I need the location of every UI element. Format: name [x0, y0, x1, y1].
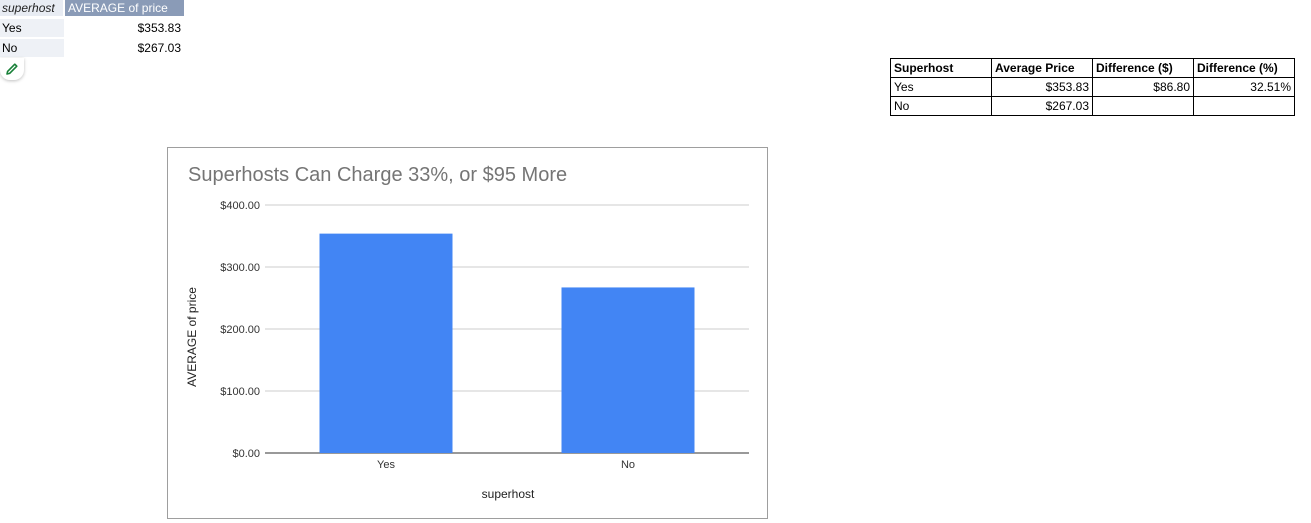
pivot-row-key: No [0, 39, 64, 57]
summary-cell[interactable] [1092, 96, 1194, 116]
summary-cell[interactable]: $267.03 [991, 96, 1093, 116]
edit-pivot-button[interactable] [0, 58, 24, 80]
summary-cell[interactable]: No [890, 96, 992, 116]
bar [561, 287, 695, 453]
summary-row: No $267.03 [890, 96, 1295, 116]
summary-header-row: Superhost Average Price Difference ($) D… [890, 58, 1295, 78]
pivot-value-header[interactable]: AVERAGE of price [65, 0, 184, 16]
bar [319, 233, 453, 453]
y-tick-label: $0.00 [232, 448, 260, 460]
pivot-row-value: $353.83 [137, 21, 181, 35]
y-tick-label: $100.00 [220, 386, 260, 398]
chart-title: Superhosts Can Charge 33%, or $95 More [188, 164, 568, 186]
x-tick-label: Yes [377, 459, 395, 471]
bar-chart[interactable]: Superhosts Can Charge 33%, or $95 More $… [167, 147, 768, 519]
y-tick-label: $200.00 [220, 324, 260, 336]
x-tick-label: No [621, 459, 635, 471]
summary-cell[interactable]: 32.51% [1193, 77, 1295, 97]
pivot-row-value: $267.03 [137, 41, 181, 55]
summary-row: Yes $353.83 $86.80 32.51% [890, 77, 1295, 97]
y-axis-title: AVERAGE of price [185, 287, 199, 387]
pencil-icon [6, 63, 18, 75]
summary-header[interactable]: Difference ($) [1092, 58, 1194, 78]
summary-cell[interactable]: $353.83 [991, 77, 1093, 97]
y-tick-label: $300.00 [220, 262, 260, 274]
summary-header[interactable]: Difference (%) [1193, 58, 1295, 78]
summary-table: Superhost Average Price Difference ($) D… [890, 58, 1295, 116]
pivot-row-key: Yes [0, 19, 64, 37]
summary-header[interactable]: Average Price [991, 58, 1093, 78]
summary-cell[interactable]: Yes [890, 77, 992, 97]
summary-cell[interactable]: $86.80 [1092, 77, 1194, 97]
summary-cell[interactable] [1193, 96, 1295, 116]
chart-plot: $0.00 $100.00 $200.00 $300.00 $400.00 Yes No su… [185, 200, 749, 501]
summary-header[interactable]: Superhost [890, 58, 992, 78]
x-axis-title: superhost [482, 487, 535, 501]
y-tick-label: $400.00 [220, 200, 260, 212]
pivot-row-header[interactable]: superhost [0, 0, 64, 16]
